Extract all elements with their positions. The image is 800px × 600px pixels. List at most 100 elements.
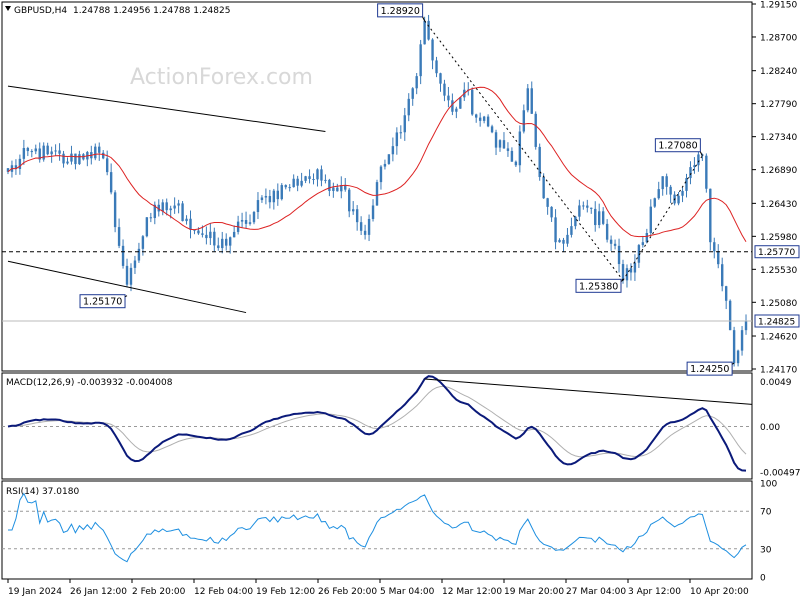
candle-body xyxy=(98,146,101,153)
candle-body xyxy=(336,187,339,192)
candle-body xyxy=(395,132,399,147)
price-annotation-box xyxy=(377,3,424,18)
candle-body xyxy=(316,169,319,180)
candle-body xyxy=(594,208,597,226)
candle-body xyxy=(578,205,581,217)
candle-body xyxy=(42,145,45,160)
candle-body xyxy=(562,239,565,244)
candle-body xyxy=(284,185,287,188)
annotation-layer: 1.25770 1.24825 1.28920 1.25170 1.25380 1.270… xyxy=(2,3,800,376)
trendline-layer xyxy=(7,20,703,314)
price-level-label: 1.24825 xyxy=(758,317,795,327)
candle-body xyxy=(677,195,680,204)
candle-body xyxy=(228,237,232,246)
candle-body xyxy=(732,330,736,364)
candle-body xyxy=(693,165,696,168)
macd-tick-label: -0.004978 xyxy=(760,469,800,479)
candle-body xyxy=(598,211,601,226)
y-tick-label: 1.27340 xyxy=(760,133,797,143)
candle-body xyxy=(197,230,200,234)
candle-body xyxy=(590,207,593,209)
candle-body xyxy=(427,20,430,40)
candle-body xyxy=(681,190,684,196)
candle-body xyxy=(641,242,645,246)
candle-body xyxy=(213,231,216,246)
candle-body xyxy=(288,187,291,189)
candle-body xyxy=(697,154,700,166)
candle-body xyxy=(264,196,268,198)
annotation-connector xyxy=(699,151,703,156)
x-tick-label: 12 Mar 12:00 xyxy=(442,587,502,597)
x-tick-label: 26 Feb 20:00 xyxy=(318,587,377,597)
y-tick-label: 1.28700 xyxy=(760,33,797,43)
candle-body xyxy=(629,268,633,273)
candle-body xyxy=(482,116,486,121)
candle-body xyxy=(478,117,482,121)
ohlc-values: 1.24788 1.24956 1.24788 1.24825 xyxy=(73,6,230,16)
candle-body xyxy=(474,114,478,118)
candle-body xyxy=(46,145,49,155)
candle-body xyxy=(300,180,303,186)
candle-body xyxy=(546,198,549,207)
candle-body xyxy=(665,176,668,187)
price-annotation-box xyxy=(79,294,126,309)
candle-body xyxy=(149,217,153,219)
candle-body xyxy=(102,152,105,159)
candle-body xyxy=(609,239,613,244)
trendline xyxy=(7,260,247,314)
axis-layer: 1.29150 1.28700 1.28240 1.27790 1.27340 1.268… xyxy=(7,1,797,597)
candle-body xyxy=(209,231,212,239)
ma-layer xyxy=(7,86,747,242)
candle-body xyxy=(375,182,379,206)
candle-body xyxy=(105,158,109,173)
candle-body xyxy=(574,216,577,227)
candle-body xyxy=(435,60,438,74)
price-annotation-label: 1.24250 xyxy=(690,364,729,375)
y-tick-label: 1.26430 xyxy=(760,200,797,210)
candle-body xyxy=(443,83,446,96)
candle-body xyxy=(181,203,184,222)
candle-body xyxy=(387,154,391,164)
candle-body xyxy=(165,202,168,211)
candle-body xyxy=(332,187,335,191)
candle-body xyxy=(280,185,283,200)
y-tick-label: 1.27790 xyxy=(760,100,797,110)
candle-body xyxy=(522,110,526,132)
candle-body xyxy=(221,238,224,249)
candle-body xyxy=(510,150,514,162)
candle-body xyxy=(494,132,498,148)
candle-body xyxy=(407,98,410,116)
candle-body xyxy=(94,146,97,159)
candle-body xyxy=(324,179,327,181)
y-tick-label: 1.29150 xyxy=(760,1,797,11)
candle-body xyxy=(359,222,363,231)
candle-body xyxy=(689,167,692,179)
candle-body xyxy=(173,205,176,209)
trendline xyxy=(424,20,624,281)
candle-body xyxy=(248,222,252,224)
candle-body xyxy=(661,176,664,190)
candle-body xyxy=(58,150,61,154)
candle-body xyxy=(423,20,426,45)
candle-body xyxy=(724,286,728,301)
rsi-title: RSI(14) 37.0180 xyxy=(6,487,79,497)
candle-body xyxy=(125,265,129,285)
candle-body xyxy=(550,206,553,218)
candle-body xyxy=(657,189,660,199)
candle-body xyxy=(70,153,73,162)
candle-body xyxy=(582,205,585,207)
y-tick-label: 1.24170 xyxy=(760,366,797,376)
annotation-connector xyxy=(620,279,624,282)
candle-body xyxy=(141,236,145,249)
candle-body xyxy=(566,234,569,244)
candle-body xyxy=(169,208,172,211)
candle-body xyxy=(340,185,343,192)
rsi-line xyxy=(8,492,747,563)
candle-body xyxy=(530,88,533,114)
candle-body xyxy=(717,251,720,265)
candle-body xyxy=(348,189,351,212)
price-annotation-label: 1.27080 xyxy=(658,141,697,152)
candle-body xyxy=(256,200,260,213)
candle-body xyxy=(447,95,450,101)
candle-body xyxy=(649,206,652,233)
